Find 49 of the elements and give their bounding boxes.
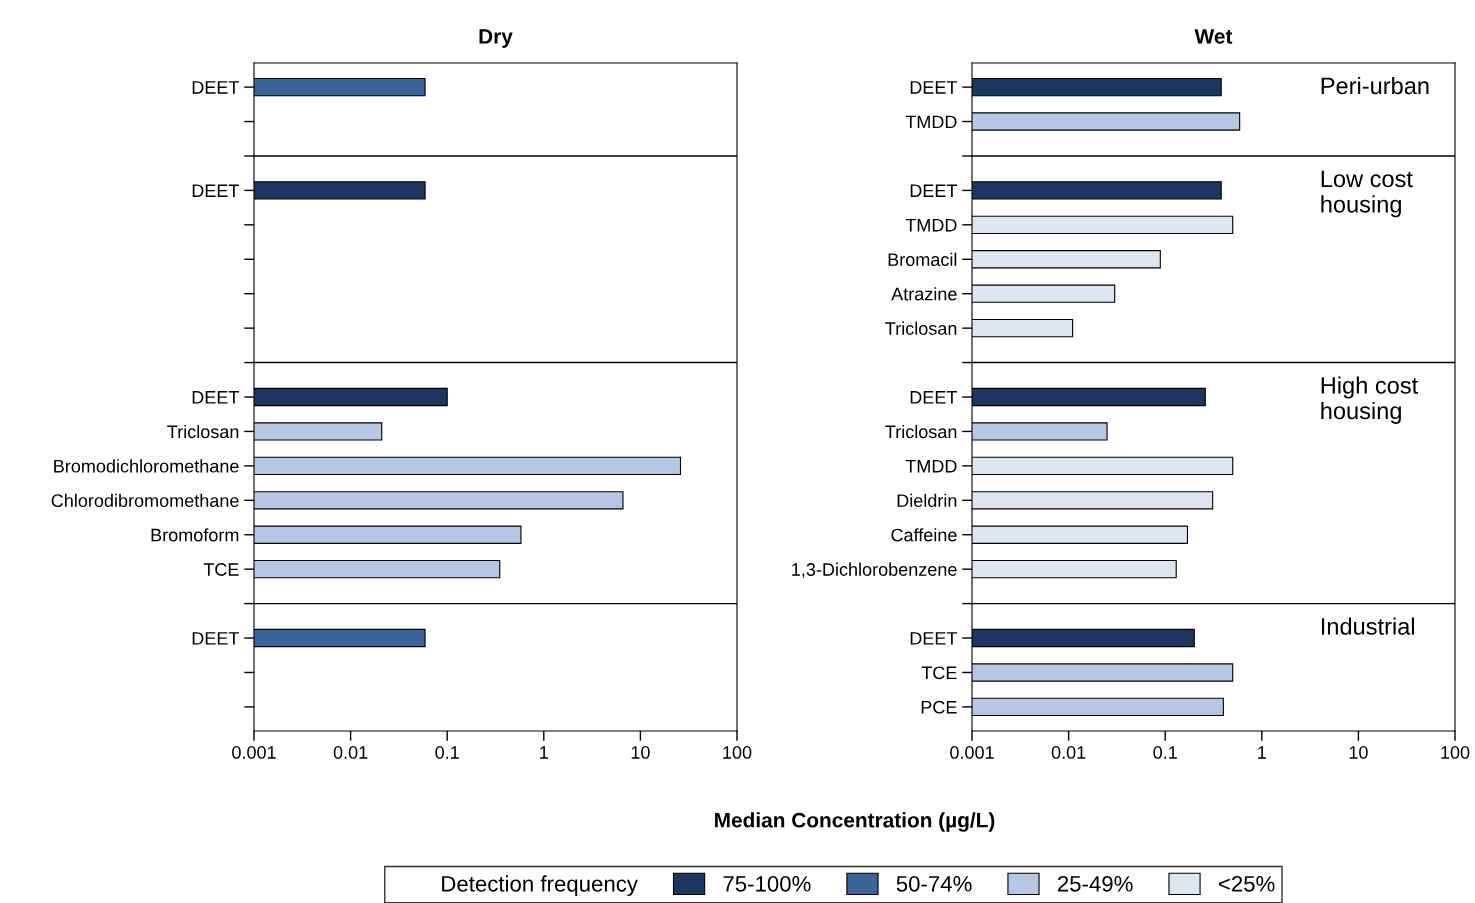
y-tick-label: Bromoform [151,528,239,542]
y-tick-label: Chlorodibromomethane [51,493,239,508]
legend-label: <25% [1218,875,1275,892]
y-tick-label: Bromacil [888,252,957,266]
x-tick-label: 100 [723,746,752,759]
y-tick-label: DEET [192,632,239,645]
y-tick-label: Dieldrin [897,493,957,508]
chart-title: Wet [1194,29,1233,44]
legend-label: 25-49% [1057,875,1133,892]
y-tick-label: Caffeine [891,528,957,542]
x-tick-label: 1 [540,746,548,759]
y-tick-label: Atrazine [891,287,957,301]
y-tick-label: TMDD [905,218,957,232]
y-tick-label: TMDD [905,115,957,129]
y-tick-label: Triclosan [885,321,957,335]
x-tick-label: 0.001 [232,746,276,759]
y-tick-label: Bromodichloromethane [54,459,239,473]
x-tick-label: 10 [631,746,650,759]
x-tick-label: 0.1 [1153,746,1177,759]
annotation: Industrial [1321,617,1414,635]
y-tick-label: DEET [910,184,957,197]
x-tick-label: 10 [1349,746,1368,759]
x-tick-label: 0.1 [435,746,459,759]
y-tick-label: 1,3-Dichlorobenzene [792,562,957,579]
x-tick-label: 0.01 [333,746,368,759]
y-tick-label: PCE [921,700,957,714]
y-tick-label: DEET [192,184,239,197]
y-tick-label: DEET [910,81,957,94]
x-tick-label: 0.01 [1051,746,1086,759]
y-tick-label: DEET [910,391,957,404]
y-tick-label: DEET [192,81,239,94]
x-tick-label: 1 [1258,746,1266,759]
x-tick-label: 100 [1441,746,1470,759]
y-tick-label: TMDD [905,459,957,473]
y-tick-label: TCE [921,666,957,680]
x-tick-label: 0.001 [950,746,994,759]
y-tick-label: TCE [203,563,239,576]
y-tick-label: DEET [192,391,239,404]
legend-label: 75-100% [723,875,811,892]
chart-title: Dry [479,29,513,48]
annotation: Low cost housing [1321,170,1413,218]
annotation: High cost housing [1321,376,1419,424]
legend-title: Detection frequency [442,875,638,897]
y-tick-label: Triclosan [885,424,957,439]
x-axis-title: Median Concentration (µg/L) [715,812,995,832]
annotation: Peri-urban [1321,76,1429,95]
y-tick-label: DEET [910,632,957,645]
y-tick-label: Triclosan [167,424,239,439]
legend-label: 50-74% [896,875,972,892]
